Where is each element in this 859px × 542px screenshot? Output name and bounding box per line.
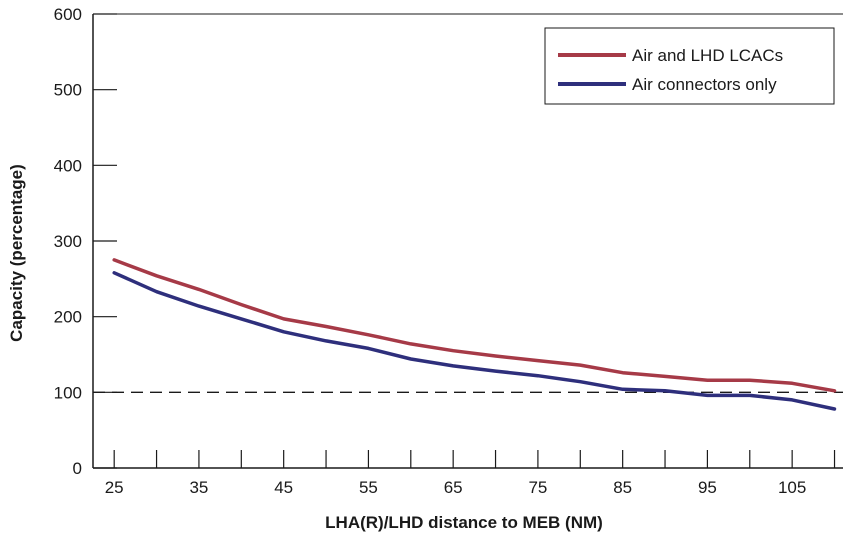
legend-label: Air connectors only [632,75,777,94]
x-tick-label: 95 [698,478,717,497]
y-tick-label: 200 [54,308,82,327]
y-tick-label: 500 [54,81,82,100]
x-tick-label: 45 [274,478,293,497]
legend-label: Air and LHD LCACs [632,46,783,65]
series-line-air-connectors-only [112,271,837,411]
y-tick-label: 300 [54,232,82,251]
x-tick-label: 75 [528,478,547,497]
legend-box [544,27,835,105]
series-layer [112,258,837,411]
x-tick-label: 25 [105,478,124,497]
y-tick-label: 400 [54,156,82,175]
x-tick-label: 35 [189,478,208,497]
series-line-air-and-lhd-lcacs [112,258,837,393]
legend: Air and LHD LCACs Air connectors only [544,27,835,105]
y-tick-label: 600 [54,5,82,24]
x-axis: 25 35 45 55 65 75 85 95 105 [93,450,843,497]
y-tick-label: 0 [73,459,82,478]
y-axis-title: Capacity (percentage) [7,164,26,342]
x-tick-label: 65 [444,478,463,497]
x-tick-label: 85 [613,478,632,497]
x-tick-label: 105 [778,478,806,497]
y-axis: 0 100 200 300 400 500 600 [54,5,843,478]
x-axis-title: LHA(R)/LHD distance to MEB (NM) [325,513,603,532]
x-tick-label: 55 [359,478,378,497]
y-tick-label: 100 [54,383,82,402]
